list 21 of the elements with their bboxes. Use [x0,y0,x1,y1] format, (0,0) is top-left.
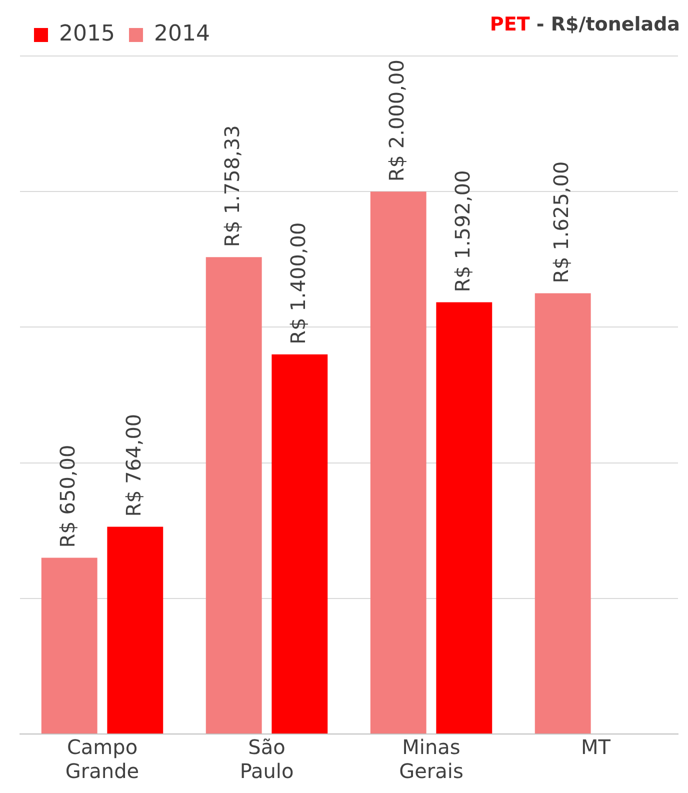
x-tick-label: São Paulo [240,735,294,784]
bar [272,354,328,734]
data-label: R$ 1.592,00 [450,170,474,292]
data-label: R$ 2.000,00 [384,60,409,182]
bar [534,293,591,734]
data-label: R$ 1.758,33 [220,125,244,248]
data-label: R$ 1.625,00 [549,161,574,284]
x-tick-label: Minas Gerais [399,735,464,784]
bar [206,257,262,734]
x-tick-label: MT [581,735,612,760]
data-label: R$ 650,00 [56,444,80,548]
legend-label: 2014 [154,22,210,47]
data-label: R$ 1.400,00 [286,222,310,344]
bar [370,192,426,734]
legend-label: 2015 [59,22,115,47]
data-label: R$ 764,00 [121,414,146,517]
bar [41,558,98,734]
bar [107,526,164,734]
chart-title: PET - R$/tonelada [490,13,680,36]
bar [436,302,492,734]
x-tick-label: Campo Grande [65,735,140,784]
